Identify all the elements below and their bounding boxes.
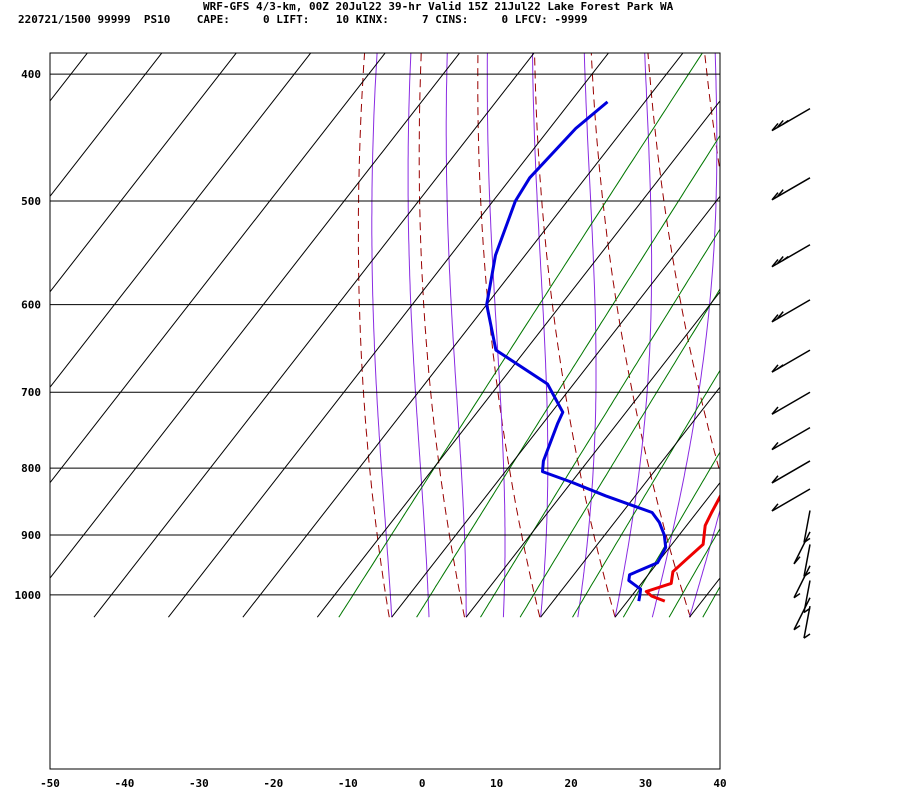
- isotherm-line: [50, 53, 312, 389]
- traces: [485, 100, 720, 603]
- wind-barb: [793, 565, 811, 599]
- moist-adiabat-line: [651, 53, 718, 618]
- wind-barb: [771, 244, 811, 268]
- y-tick-label: 500: [21, 195, 41, 208]
- wind-barb: [803, 606, 811, 639]
- moist-adiabat-line: [614, 53, 653, 618]
- wind-barb: [771, 177, 811, 201]
- dry-adiabat-line: [418, 53, 465, 618]
- dry-adiabat-line: [590, 53, 691, 618]
- x-tick-label: -20: [263, 777, 283, 790]
- x-tick-label: 30: [639, 777, 652, 790]
- isotherm-line: [50, 53, 163, 198]
- mixing-ratio-line: [730, 45, 900, 617]
- mixing-ratio-line: [622, 451, 720, 618]
- moist-adiabat-line: [838, 45, 900, 617]
- isotherm-line: [764, 45, 900, 617]
- dewpoint-trace: [485, 100, 668, 602]
- stability-indices: 220721/1500 99999 PS10 CAPE: 0 LIFT: 10 …: [18, 13, 588, 26]
- mixing-ratio-line: [416, 134, 720, 618]
- wind-barb: [771, 107, 811, 132]
- moist-adiabat-line: [532, 53, 549, 618]
- dry-adiabat-line: [873, 45, 900, 617]
- isotherm-line: [50, 53, 461, 579]
- isotherm-line: [50, 53, 386, 484]
- mixing-ratio-line: [702, 585, 720, 618]
- isotherm-line: [689, 577, 720, 618]
- y-tick-label: 1000: [15, 589, 42, 602]
- dry-adiabat-line: [534, 53, 616, 618]
- wind-barb: [771, 349, 811, 373]
- moist-adiabat-line: [486, 53, 506, 618]
- plot-frame: [49, 52, 721, 770]
- chart-title: WRF-GFS 4/3-km, 00Z 20Jul22 39-hr Valid …: [203, 0, 674, 13]
- moist-adiabat-line: [801, 45, 900, 617]
- y-tick-label: 900: [21, 529, 41, 542]
- mixing-ratio-line: [771, 45, 900, 617]
- moist-adiabat-line: [727, 45, 877, 617]
- isotherm-line: [540, 386, 720, 618]
- dry-adiabat-line: [817, 45, 900, 617]
- x-tick-label: 20: [564, 777, 577, 790]
- y-tick-label: 800: [21, 462, 41, 475]
- mixing-ratio-line: [338, 53, 703, 618]
- dry-adiabat-line: [477, 53, 541, 618]
- mixing-ratio-line: [572, 369, 720, 618]
- dry-adiabat-line: [357, 53, 390, 618]
- moist-adiabat-line: [764, 45, 900, 617]
- y-tick-label: 700: [21, 386, 41, 399]
- x-tick-label: 10: [490, 777, 503, 790]
- isotherm-line: [391, 195, 720, 618]
- isotherm-line: [93, 53, 535, 618]
- x-tick-label: 0: [419, 777, 426, 790]
- y-axis-ticks: 400 500 600 700 800 900 1000: [15, 68, 42, 602]
- x-tick-label: -40: [115, 777, 135, 790]
- isotherm-line: [242, 53, 684, 618]
- x-axis-ticks: -50 -40 -30 -20 -10 0 10 20 30 40: [40, 777, 727, 790]
- x-tick-label: 40: [713, 777, 726, 790]
- moist-adiabat-line: [689, 508, 720, 618]
- wind-barb: [771, 460, 811, 484]
- grid: [0, 45, 900, 618]
- wind-barb: [771, 426, 811, 451]
- x-tick-label: -50: [40, 777, 60, 790]
- mixing-ratio-line: [668, 527, 720, 618]
- isotherm-line: [50, 53, 237, 293]
- isotherm-line: [316, 100, 720, 618]
- isotherm-line: [838, 45, 900, 617]
- x-tick-label: -10: [338, 777, 358, 790]
- x-tick-label: -30: [189, 777, 209, 790]
- mixing-ratio-line: [803, 45, 900, 617]
- moist-adiabat-line: [371, 53, 393, 618]
- wind-barbs: [771, 107, 811, 639]
- mixing-ratio-line: [519, 287, 720, 618]
- wind-barb: [793, 531, 811, 565]
- wind-barb: [771, 488, 811, 512]
- background-lines: [338, 45, 900, 618]
- mixing-ratio-line: [480, 228, 720, 618]
- moist-adiabat-line: [407, 53, 430, 618]
- moist-adiabat-line: [577, 53, 597, 618]
- y-tick-label: 600: [21, 299, 41, 312]
- y-tick-label: 400: [21, 68, 41, 81]
- moist-adiabat-line: [445, 53, 467, 618]
- wind-barb: [793, 597, 811, 631]
- isotherm-line: [168, 53, 610, 618]
- wind-barb: [771, 299, 811, 323]
- temperature-trace: [644, 493, 720, 603]
- isotherm-line: [465, 290, 720, 618]
- isotherm-line: [614, 481, 720, 618]
- dry-adiabat-line: [760, 45, 900, 617]
- isotherm-line: [0, 45, 19, 617]
- isotherm-line: [50, 53, 89, 102]
- wind-barb: [771, 391, 811, 415]
